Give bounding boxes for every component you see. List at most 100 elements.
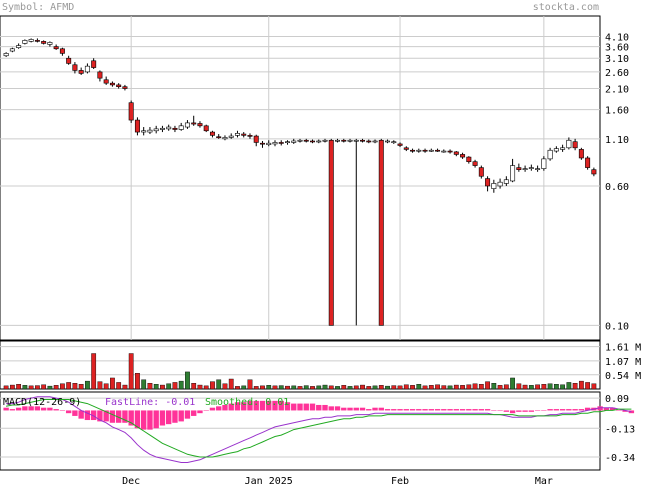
candle-body <box>172 127 178 130</box>
candle-body <box>84 65 90 73</box>
macd-histogram-bar <box>441 409 447 411</box>
macd-histogram-bar <box>322 404 328 411</box>
volume-bar <box>560 384 565 390</box>
volume-bar <box>160 384 165 390</box>
macd-histogram-bar <box>103 410 109 422</box>
macd-histogram-bar <box>603 407 610 411</box>
volume-bar <box>566 382 572 390</box>
volume-bar <box>541 384 547 390</box>
macd-fast-line <box>6 396 632 463</box>
volume-bar <box>385 385 390 390</box>
macd-histogram-bar <box>328 406 334 411</box>
price-tick-label: 2.10 <box>605 85 629 96</box>
volume-bar <box>91 353 97 390</box>
macd-histogram-bar <box>534 410 541 411</box>
volume-bar <box>122 384 128 390</box>
macd-histogram-bar <box>566 409 572 411</box>
candle-body <box>497 181 503 187</box>
macd-smooth-line <box>5 399 632 458</box>
candle-body <box>278 142 284 144</box>
macd-histogram-bar <box>115 410 122 423</box>
macd-panel: 0.09 -0.13 -0.34 MACD(12-26-9) FastLine: -… <box>0 391 635 471</box>
volume-bar <box>535 384 540 390</box>
volume-bar <box>85 380 90 390</box>
volume-bar <box>278 385 284 390</box>
macd-histogram-bar <box>478 409 485 411</box>
macd-histogram-bar <box>416 409 422 411</box>
candle-body <box>316 140 322 143</box>
macd-histogram-bar <box>3 407 9 411</box>
candle-body <box>372 140 378 143</box>
macd-histogram-bar <box>241 402 247 411</box>
candle-body <box>466 156 472 162</box>
volume-bar <box>453 384 459 390</box>
volume-bar <box>347 386 353 390</box>
macd-histogram-bar <box>522 410 528 412</box>
volume-bar <box>66 382 72 390</box>
candle-body <box>228 135 234 138</box>
macd-histogram-bar <box>209 407 216 411</box>
macd-histogram-bar <box>384 409 391 411</box>
volume-bar <box>22 385 28 390</box>
macd-histogram-bar <box>572 409 578 411</box>
candle-body <box>360 139 366 142</box>
volume-bar <box>428 385 434 390</box>
x-axis-label: Mar <box>535 476 553 486</box>
volume-bar <box>60 383 65 390</box>
macd-histogram-bar <box>316 404 322 411</box>
candle-body <box>3 53 9 57</box>
candle-body <box>591 169 597 175</box>
macd-histogram-bar <box>266 400 272 411</box>
price-tick-label: 0.60 <box>605 182 629 193</box>
volume-bar <box>547 383 553 390</box>
candle-body <box>234 133 240 136</box>
candle-body <box>397 143 403 146</box>
volume-bar <box>310 386 315 390</box>
candle-body <box>547 149 553 160</box>
macd-histogram-bar <box>15 407 22 411</box>
candle-body <box>472 161 478 166</box>
candle-body <box>328 139 334 326</box>
macd-histogram-bar <box>53 409 59 411</box>
macd-histogram-bar <box>503 410 510 412</box>
macd-histogram-bar <box>309 403 316 411</box>
volume-bar <box>28 385 34 390</box>
macd-histogram-bar <box>278 400 284 411</box>
candle-body <box>59 48 65 54</box>
macd-histogram-bar <box>616 410 622 411</box>
volume-bar <box>216 379 222 390</box>
candle-body <box>141 130 147 133</box>
candle-body <box>91 60 97 68</box>
candle-body <box>503 179 509 184</box>
price-tick-label: 4.10 <box>605 32 629 43</box>
candle-body <box>166 126 172 130</box>
candle-body <box>97 71 103 79</box>
volume-bar <box>285 385 290 390</box>
candle-body <box>441 150 447 153</box>
candle-body <box>535 168 541 170</box>
volume-bar <box>360 384 365 390</box>
candle-body <box>128 102 134 121</box>
candle-body <box>9 48 15 52</box>
candle-body <box>341 139 347 142</box>
candle-body <box>272 142 278 145</box>
candle-body <box>416 149 422 152</box>
candle-body <box>266 142 272 146</box>
candle-body <box>566 139 572 149</box>
macd-histogram-bar <box>409 409 416 411</box>
volume-bar <box>403 384 409 390</box>
candle-body <box>16 45 22 48</box>
macd-smooth-label: Smoothed: 0.01 <box>205 397 289 408</box>
candle-body <box>303 139 309 142</box>
candle-body <box>353 139 359 142</box>
volume-bar <box>172 382 178 390</box>
macd-histogram-bar <box>578 409 585 411</box>
macd-histogram-bar <box>72 410 78 416</box>
macd-histogram-bar <box>22 406 28 411</box>
volume-bar <box>497 385 503 390</box>
macd-histogram-bar <box>297 403 303 411</box>
macd-histogram-bar <box>284 402 291 411</box>
volume-bar <box>341 385 347 390</box>
volume-bar <box>485 381 490 390</box>
